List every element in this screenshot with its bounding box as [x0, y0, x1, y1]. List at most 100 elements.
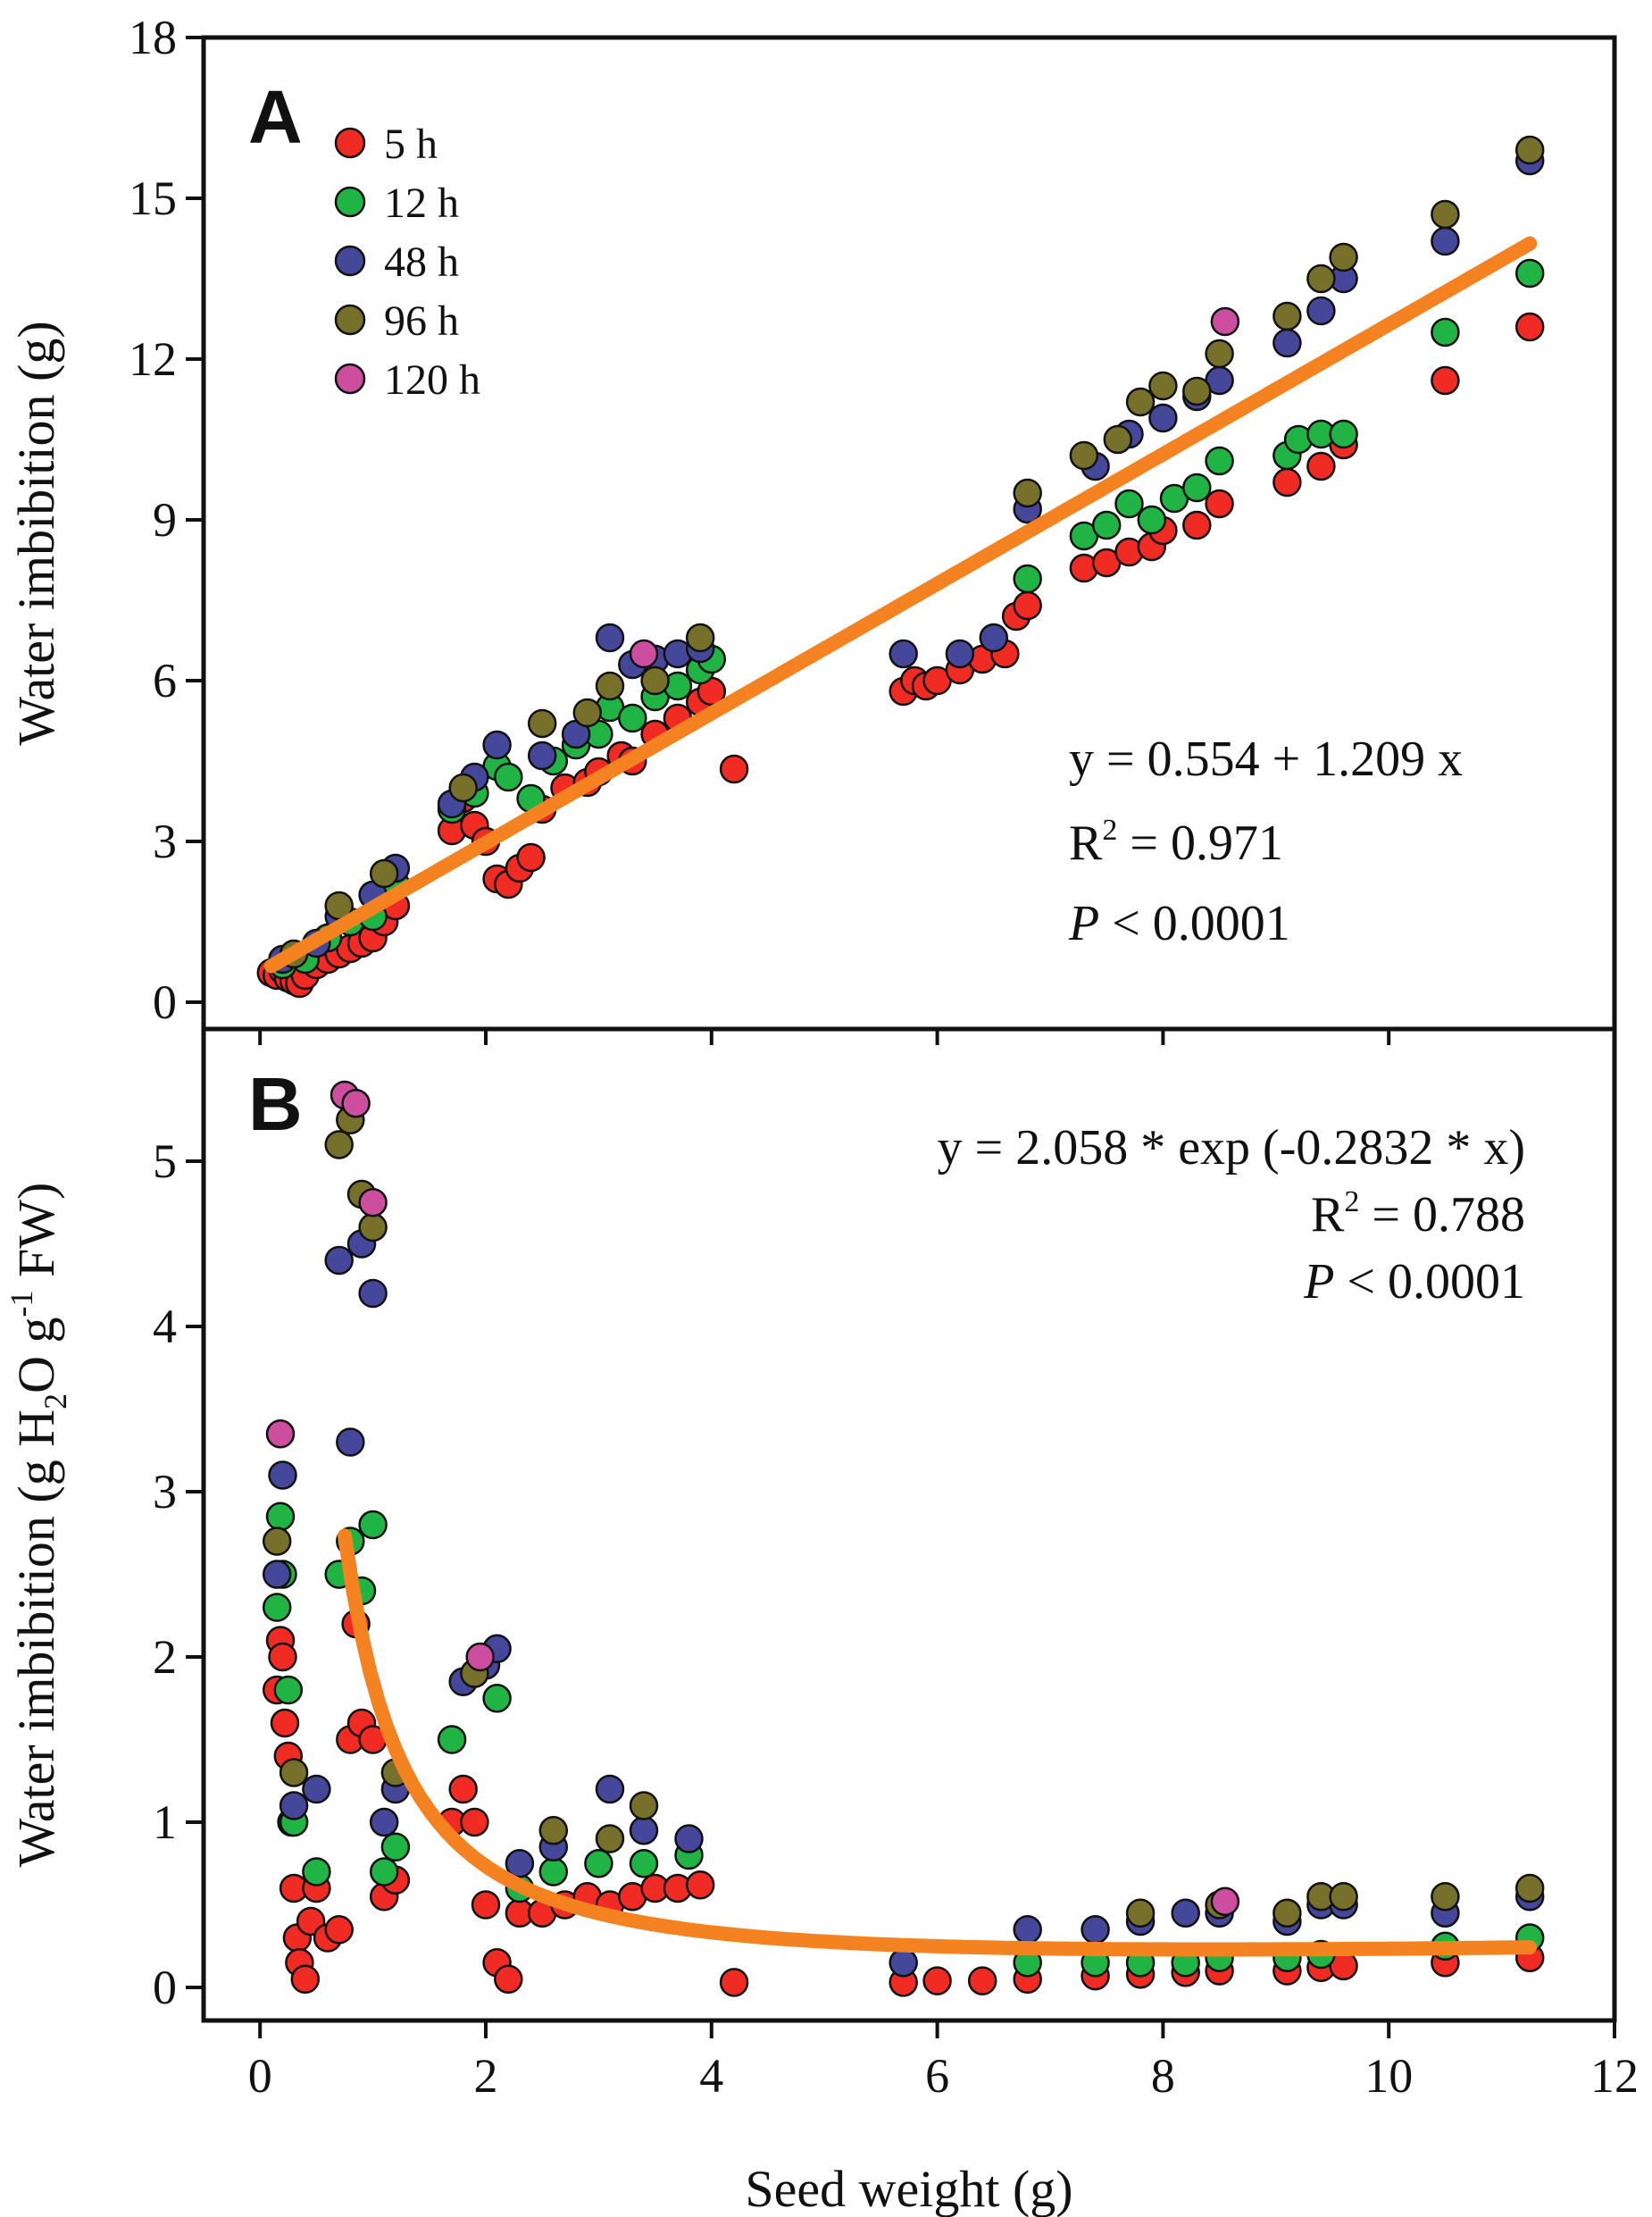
data-point-120h: [265, 1419, 296, 1449]
data-point-5h: [1514, 312, 1545, 342]
panel-b-y-axis: 0 1 2 3 4 5: [153, 1134, 204, 2014]
panel-b-fit-line: [338, 1528, 1538, 1957]
data-point-96h: [1013, 478, 1042, 508]
data-point-48h: [1013, 1915, 1042, 1945]
data-point-12h: [1013, 564, 1042, 594]
data-point-48h: [674, 1824, 704, 1853]
data-point-48h: [889, 1948, 918, 1978]
panel-a: 0 3 6 9 12 15 18 A 5 h 12 h 48 h 96 h 120 h y = 0.…: [129, 11, 1617, 1045]
x-axis-title: Seed weight (g): [745, 2160, 1072, 2217]
data-point-48h: [262, 1560, 292, 1589]
data-point-12h: [380, 1832, 411, 1862]
data-point-96h: [1329, 242, 1358, 272]
data-point-48h: [889, 639, 918, 669]
data-point-96h: [685, 623, 715, 653]
data-point-48h: [1080, 1915, 1110, 1945]
data-point-12h: [1329, 419, 1358, 449]
y-tick-label: 4: [153, 1300, 177, 1353]
y-tick-label: 15: [129, 172, 177, 225]
data-point-96h: [1306, 264, 1336, 294]
data-point-48h: [1272, 328, 1302, 358]
y-tick-label: 12: [129, 332, 177, 386]
data-point-48h: [945, 639, 975, 669]
data-point-48h: [324, 1245, 354, 1276]
y-tick-label: 18: [129, 11, 177, 64]
data-point-96h: [1205, 339, 1234, 369]
data-point-12h: [265, 1502, 296, 1532]
data-point-12h: [358, 1510, 388, 1540]
data-point-5h: [290, 1964, 321, 1995]
data-point-120h: [1210, 306, 1240, 337]
data-point-5h: [1431, 365, 1460, 396]
data-point-5h: [1272, 467, 1302, 498]
data-point-12h: [1514, 258, 1545, 289]
data-point-48h: [979, 623, 1009, 653]
data-point-48h: [505, 1849, 535, 1878]
data-point-48h: [527, 740, 557, 771]
panel-b-p-value: P < 0.0001: [1303, 1254, 1525, 1309]
legend-marker: [334, 186, 366, 218]
y-tick-label: 9: [153, 493, 177, 547]
data-point-5h: [270, 1708, 300, 1738]
data-point-12h: [273, 1675, 304, 1705]
x-tick-label: 0: [248, 2049, 272, 2103]
x-tick-label: 2: [474, 2049, 498, 2103]
panel-b-annotations: y = 2.058 * exp (-0.2832 * x) R2 = 0.788…: [938, 1120, 1525, 1309]
panel-a-p-value: P < 0.0001: [1068, 896, 1290, 951]
data-point-48h: [595, 623, 625, 653]
data-point-96h: [448, 773, 478, 803]
data-point-48h: [1148, 403, 1178, 433]
data-point-12h: [618, 703, 647, 733]
data-point-48h: [279, 1791, 309, 1820]
data-point-5h: [1182, 510, 1212, 540]
panel-a-annotations: y = 0.554 + 1.209 x R2 = 0.971 P < 0.000…: [1068, 732, 1463, 951]
x-axis: 0 2 4 6 8 10 12: [248, 2020, 1639, 2103]
data-point-96h: [1272, 1898, 1302, 1928]
x-tick-label: 4: [699, 2049, 723, 2103]
panel-b-equation: y = 2.058 * exp (-0.2832 * x): [938, 1120, 1525, 1175]
data-point-5h: [494, 1964, 523, 1995]
y-tick-label: 0: [153, 975, 177, 1029]
data-point-96h: [369, 858, 399, 889]
data-point-5h: [922, 1966, 952, 1995]
data-point-48h: [1431, 226, 1460, 256]
data-point-48h: [482, 730, 512, 760]
data-point-12h: [437, 1725, 467, 1754]
data-point-5h: [268, 1642, 297, 1672]
y-tick-label: 3: [153, 1465, 177, 1518]
data-point-12h: [584, 1849, 613, 1878]
legend-label: 12 h: [384, 180, 459, 227]
panel-b-frame: [201, 1026, 1617, 2023]
panel-a-y-axis: 0 3 6 9 12 15 18: [129, 11, 1616, 1045]
data-point-48h: [595, 1774, 625, 1804]
data-point-96h: [1431, 1882, 1460, 1912]
data-point-96h: [595, 671, 625, 701]
data-point-96h: [629, 1791, 659, 1820]
data-point-96h: [538, 1816, 569, 1845]
data-point-5h: [460, 1807, 489, 1837]
legend-marker: [334, 363, 366, 395]
data-point-48h: [629, 1816, 659, 1845]
data-point-12h: [262, 1593, 292, 1622]
data-point-5h: [719, 754, 749, 784]
data-point-96h: [595, 1824, 625, 1853]
data-point-12h: [302, 1857, 331, 1887]
data-point-96h: [1272, 301, 1302, 331]
panel-a-equation: y = 0.554 + 1.209 x: [1069, 732, 1463, 787]
data-point-96h: [324, 1130, 354, 1159]
y-tick-label: 6: [153, 654, 177, 707]
y-tick-label: 5: [153, 1134, 177, 1188]
legend-label: 48 h: [384, 238, 459, 286]
data-point-5h: [448, 1774, 478, 1804]
data-point-96h: [1431, 199, 1460, 230]
data-point-96h: [279, 1758, 309, 1787]
data-point-48h: [369, 1807, 399, 1837]
data-point-96h: [1125, 387, 1156, 417]
data-point-48h: [336, 1427, 365, 1457]
data-point-96h: [1182, 376, 1212, 406]
data-point-12h: [1182, 473, 1212, 503]
panel-a-fit-line: [263, 236, 1538, 974]
data-point-5h: [1013, 590, 1042, 621]
